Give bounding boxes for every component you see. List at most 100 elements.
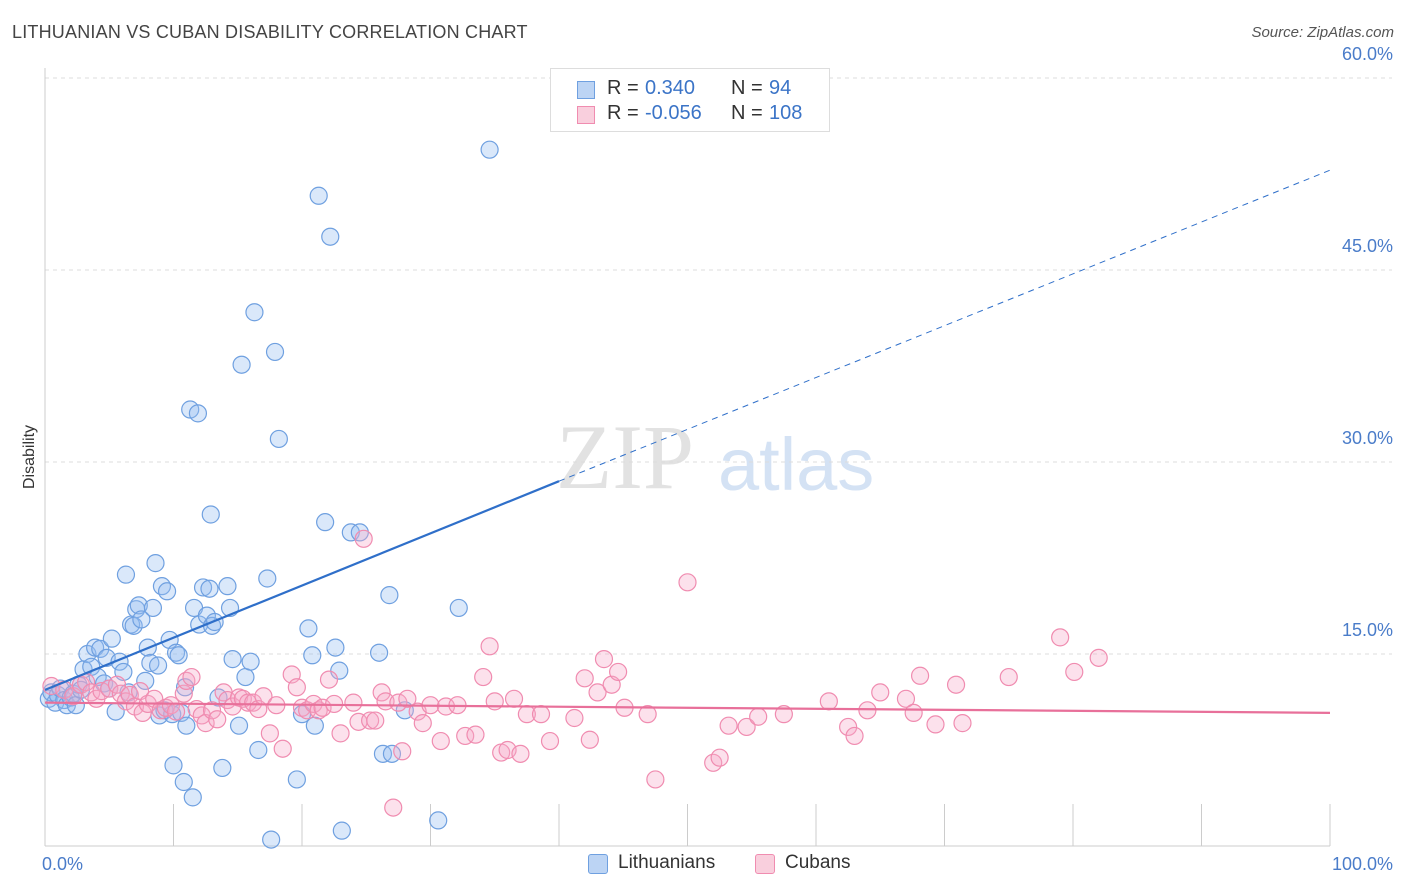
- x-tick-label: 100.0%: [1332, 854, 1393, 874]
- legend-swatch-lithuanians: [588, 854, 608, 874]
- point-cubans: [845, 726, 864, 746]
- point-lithuanians: [449, 598, 468, 618]
- point-lithuanians: [146, 554, 165, 573]
- point-cubans: [999, 667, 1018, 687]
- point-lithuanians: [193, 578, 213, 597]
- point-lithuanians: [380, 586, 399, 605]
- point-cubans: [588, 683, 607, 702]
- point-lithuanians: [174, 772, 193, 792]
- point-lithuanians: [164, 756, 183, 775]
- point-lithuanians: [183, 788, 202, 807]
- point-lithuanians: [241, 652, 260, 671]
- point-cubans: [910, 666, 930, 685]
- watermark-atlas: atlas: [718, 423, 874, 506]
- y-tick-label: 30.0%: [1342, 428, 1393, 448]
- point-lithuanians: [148, 656, 168, 675]
- point-cubans: [398, 689, 417, 708]
- point-cubans: [719, 716, 738, 735]
- axes: [44, 68, 1331, 847]
- point-cubans: [737, 717, 756, 737]
- legend-label-cubans: Cubans: [785, 852, 851, 873]
- point-lithuanians: [236, 667, 255, 687]
- point-lithuanians: [269, 429, 288, 449]
- point-cubans: [223, 697, 242, 716]
- point-cubans: [413, 714, 432, 733]
- trend-lines: [44, 169, 1331, 714]
- point-cubans: [839, 717, 858, 737]
- point-lithuanians: [287, 770, 306, 789]
- trend-line-cubans: [44, 701, 1331, 714]
- point-lithuanians: [305, 716, 324, 735]
- point-cubans: [953, 714, 972, 733]
- point-lithuanians: [265, 342, 285, 362]
- trend-line-lithuanians: [44, 480, 560, 691]
- point-cubans: [1065, 662, 1084, 682]
- point-cubans: [166, 702, 186, 721]
- point-cubans: [871, 683, 890, 702]
- legend-r-label: R =: [607, 102, 639, 124]
- point-lithuanians: [232, 355, 251, 374]
- point-cubans: [646, 770, 665, 789]
- point-cubans: [480, 637, 499, 656]
- point-lithuanians: [136, 671, 155, 690]
- point-lithuanians: [102, 629, 121, 648]
- point-cubans: [202, 701, 222, 720]
- point-cubans: [466, 725, 485, 744]
- point-cubans: [389, 693, 408, 712]
- point-cubans: [904, 703, 923, 722]
- watermark: ZIP atlas: [556, 406, 874, 508]
- legend-n-label: N =: [731, 102, 763, 124]
- point-lithuanians: [143, 598, 163, 618]
- legend-row-cubans: R = -0.056 N = 108: [551, 102, 829, 128]
- point-cubans: [182, 667, 201, 687]
- point-lithuanians: [229, 716, 249, 735]
- data-points: [39, 140, 1108, 849]
- point-lithuanians: [330, 661, 349, 680]
- point-lithuanians: [262, 830, 281, 849]
- point-cubans: [273, 739, 292, 758]
- point-cubans: [638, 705, 657, 724]
- legend-n-value: 108: [769, 102, 803, 124]
- point-cubans: [331, 724, 350, 743]
- legend-swatch-cubans: [755, 854, 775, 874]
- point-cubans: [926, 715, 945, 734]
- point-cubans: [260, 724, 279, 743]
- point-cubans: [151, 701, 170, 720]
- y-tick-label: 15.0%: [1342, 620, 1393, 640]
- point-cubans: [710, 748, 729, 767]
- point-lithuanians: [152, 577, 172, 596]
- point-lithuanians: [299, 619, 318, 638]
- point-lithuanians: [169, 646, 188, 665]
- point-lithuanians: [166, 643, 186, 662]
- point-cubans: [107, 675, 127, 694]
- y-tick-label: 60.0%: [1342, 44, 1393, 64]
- point-lithuanians: [309, 186, 328, 205]
- point-lithuanians: [480, 140, 499, 159]
- point-cubans: [238, 693, 258, 712]
- watermark-zip: ZIP: [556, 406, 694, 508]
- legend-row-lithuanians: R = 0.340 N = 94: [551, 77, 829, 103]
- point-lithuanians: [258, 569, 277, 588]
- point-cubans: [344, 693, 363, 712]
- legend-r-value: -0.056: [645, 102, 702, 124]
- point-lithuanians: [316, 513, 335, 532]
- point-cubans: [896, 689, 916, 708]
- point-cubans: [531, 705, 551, 724]
- point-lithuanians: [201, 505, 220, 524]
- point-cubans: [594, 650, 614, 669]
- legend-r-value: 0.340: [645, 77, 696, 99]
- point-cubans: [384, 798, 403, 817]
- point-cubans: [565, 708, 584, 728]
- point-cubans: [1051, 628, 1070, 647]
- legend-swatch-lithuanians: [577, 81, 595, 99]
- chart-source: Source: ZipAtlas.com: [1251, 24, 1394, 41]
- point-lithuanians: [188, 404, 208, 423]
- legend-n-value: 94: [769, 77, 792, 99]
- point-lithuanians: [218, 577, 237, 596]
- axis-labels: Disability 15.0% 30.0% 45.0% 60.0% 0.0% 100.0…: [21, 44, 1393, 874]
- point-cubans: [678, 573, 697, 592]
- point-cubans: [366, 711, 385, 730]
- chart-title: LITHUANIAN VS CUBAN DISABILITY CORRELATI…: [12, 22, 528, 42]
- point-lithuanians: [200, 579, 219, 598]
